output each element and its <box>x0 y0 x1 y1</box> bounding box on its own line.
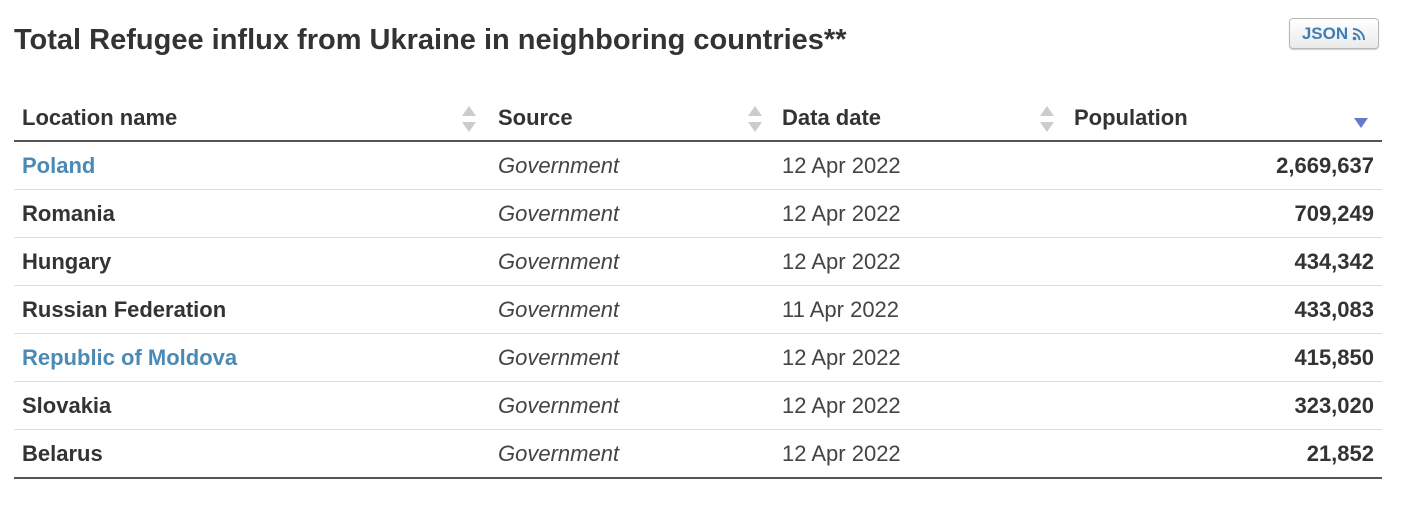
table-row: Hungary Government 12 Apr 2022 434,342 <box>14 237 1382 286</box>
table-row: Slovakia Government 12 Apr 2022 323,020 <box>14 381 1382 430</box>
source-cell: Government <box>490 189 774 238</box>
column-label: Location name <box>22 105 178 130</box>
sort-icon <box>1040 106 1054 132</box>
location-cell: Slovakia <box>14 381 490 430</box>
population-cell: 21,852 <box>1066 429 1382 479</box>
rss-icon <box>1352 27 1366 40</box>
population-cell: 323,020 <box>1066 381 1382 430</box>
population-cell: 415,850 <box>1066 333 1382 382</box>
source-cell: Government <box>490 285 774 334</box>
population-cell: 433,083 <box>1066 285 1382 334</box>
population-cell: 709,249 <box>1066 189 1382 238</box>
column-header[interactable]: Data date <box>774 96 1066 142</box>
column-label: Population <box>1074 105 1188 130</box>
data-table: Location name Source Data date Populatio… <box>14 96 1382 479</box>
date-cell: 11 Apr 2022 <box>774 285 1066 334</box>
location-cell: Russian Federation <box>14 285 490 334</box>
population-cell: 2,669,637 <box>1066 141 1382 190</box>
column-header[interactable]: Population <box>1066 96 1382 142</box>
table-body: Poland Government 12 Apr 2022 2,669,637 Roma… <box>14 141 1382 479</box>
location-cell: Belarus <box>14 429 490 479</box>
location-cell: Romania <box>14 189 490 238</box>
json-button[interactable]: JSON <box>1289 18 1379 49</box>
source-cell: Government <box>490 141 774 190</box>
sort-icon <box>748 106 762 132</box>
date-cell: 12 Apr 2022 <box>774 141 1066 190</box>
sort-icon <box>1354 118 1368 128</box>
table-row: Romania Government 12 Apr 2022 709,249 <box>14 189 1382 238</box>
table-row: Republic of Moldova Government 12 Apr 2022… <box>14 333 1382 382</box>
source-cell: Government <box>490 237 774 286</box>
table-row: Poland Government 12 Apr 2022 2,669,637 <box>14 141 1382 190</box>
source-cell: Government <box>490 381 774 430</box>
date-cell: 12 Apr 2022 <box>774 429 1066 479</box>
location-cell[interactable]: Republic of Moldova <box>14 333 490 382</box>
table-row: Russian Federation Government 11 Apr 2022 4… <box>14 285 1382 334</box>
column-label: Data date <box>782 105 882 130</box>
date-cell: 12 Apr 2022 <box>774 333 1066 382</box>
date-cell: 12 Apr 2022 <box>774 189 1066 238</box>
location-cell[interactable]: Poland <box>14 141 490 190</box>
header-row: Location name Source Data date Populatio… <box>14 96 1382 142</box>
title: Total Refugee influx from Ukraine in nei… <box>14 24 847 56</box>
source-cell: Government <box>490 429 774 479</box>
population-cell: 434,342 <box>1066 237 1382 286</box>
sort-icon <box>462 106 476 132</box>
source-cell: Government <box>490 333 774 382</box>
column-header[interactable]: Source <box>490 96 774 142</box>
date-cell: 12 Apr 2022 <box>774 237 1066 286</box>
column-label: Source <box>498 105 573 130</box>
date-cell: 12 Apr 2022 <box>774 381 1066 430</box>
column-header[interactable]: Location name <box>14 96 490 142</box>
location-cell: Hungary <box>14 237 490 286</box>
table-row: Belarus Government 12 Apr 2022 21,852 <box>14 429 1382 479</box>
json-label: JSON <box>1301 23 1349 43</box>
